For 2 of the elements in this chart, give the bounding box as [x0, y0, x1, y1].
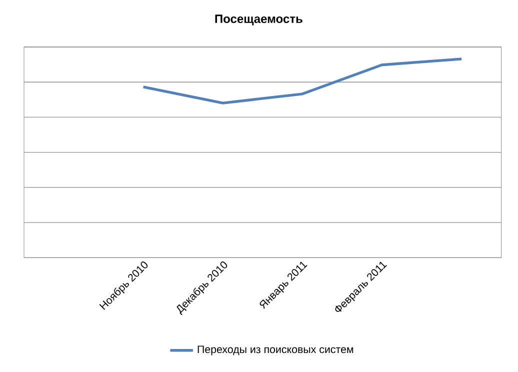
- chart-title: Посещаемость: [215, 14, 302, 26]
- legend-label: Переходы из поисковых систем: [198, 346, 354, 356]
